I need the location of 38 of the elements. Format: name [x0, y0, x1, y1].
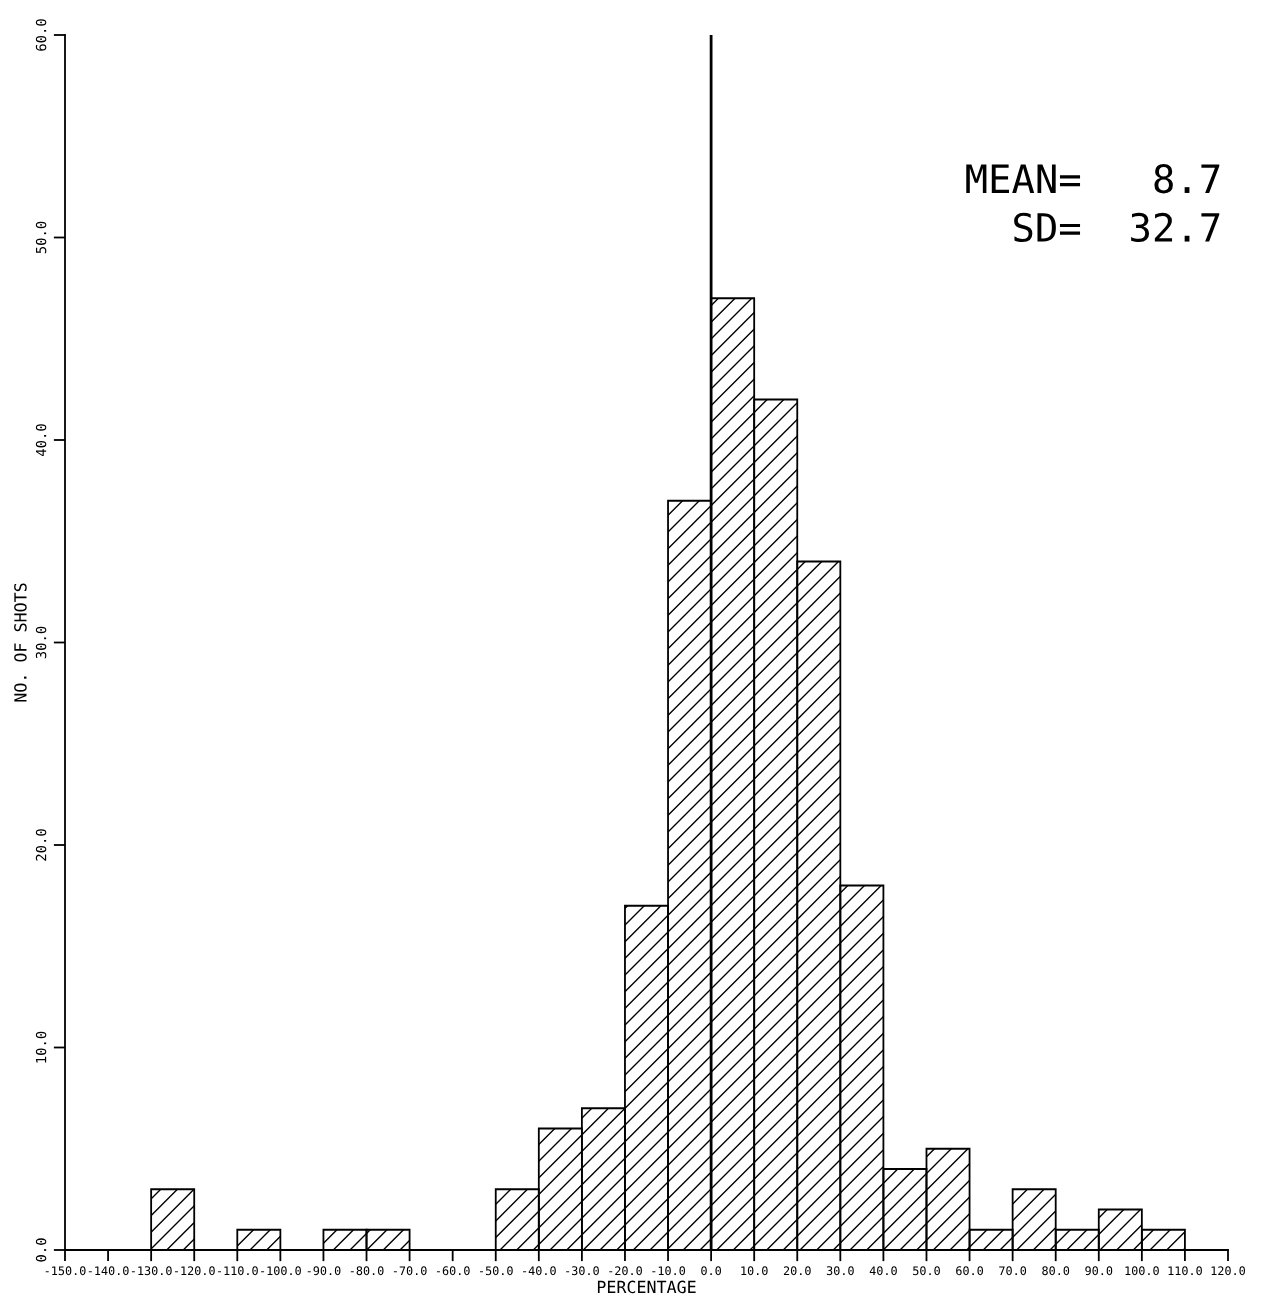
x-tick-label: -80.0 — [350, 1266, 384, 1276]
x-tick-label: 120.0 — [1211, 1266, 1245, 1276]
x-tick-label: -20.0 — [609, 1266, 642, 1276]
y-tick-label: 50.0 — [35, 221, 47, 254]
y-tick-label: 20.0 — [35, 829, 47, 861]
y-tick-label: 40.0 — [35, 424, 47, 457]
x-tick-label: -130.0 — [131, 1266, 172, 1276]
x-tick-label: -10.0 — [652, 1266, 686, 1276]
x-axis-title: PERCENTAGE — [597, 1280, 696, 1294]
x-tick-label: -70.0 — [393, 1266, 427, 1276]
x-tick-label: 60.0 — [956, 1266, 984, 1276]
x-tick-label: 90.0 — [1085, 1266, 1113, 1276]
x-tick-label: 30.0 — [826, 1266, 854, 1276]
x-tick-label: 10.0 — [741, 1266, 768, 1276]
annotation: MEAN= 8.7 — [966, 164, 1220, 194]
x-tick-label: -40.0 — [523, 1266, 556, 1276]
x-tick-label: 80.0 — [1042, 1266, 1070, 1276]
x-tick-label: -140.0 — [88, 1266, 129, 1276]
x-tick-label: -110.0 — [218, 1266, 258, 1276]
x-tick-label: 100.0 — [1125, 1266, 1159, 1276]
x-tick-label: -30.0 — [566, 1266, 599, 1276]
y-tick-label: 60.0 — [35, 19, 47, 51]
x-tick-label: 0.0 — [701, 1266, 722, 1276]
x-tick-label: -60.0 — [436, 1266, 470, 1276]
y-tick-label: 30.0 — [35, 626, 47, 659]
x-tick-label: -50.0 — [480, 1266, 513, 1276]
x-tick-label: 20.0 — [783, 1266, 811, 1276]
y-tick-label: 10.0 — [35, 1031, 47, 1063]
x-tick-label: -100.0 — [261, 1266, 301, 1276]
annotation: SD= 32.7 — [1014, 212, 1220, 243]
x-tick-label: -150.0 — [45, 1266, 86, 1276]
x-tick-label: 110.0 — [1168, 1266, 1202, 1276]
x-tick-label: -120.0 — [174, 1266, 215, 1276]
x-tick-label: 50.0 — [913, 1266, 940, 1276]
x-tick-label: 70.0 — [999, 1266, 1027, 1276]
x-tick-label: 40.0 — [869, 1266, 897, 1276]
y-axis-title: NO. OF SHOTS — [14, 583, 27, 702]
x-tick-label: -90.0 — [307, 1266, 341, 1276]
